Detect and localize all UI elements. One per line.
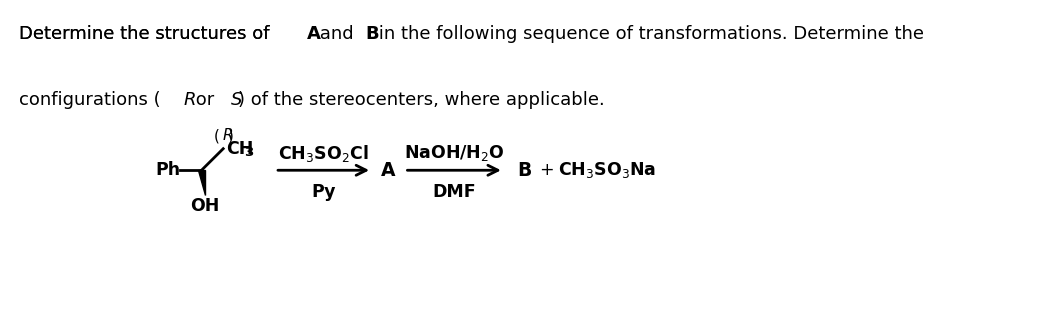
Text: Determine the structures of: Determine the structures of — [19, 25, 275, 43]
Text: A: A — [382, 161, 396, 180]
Text: 3: 3 — [245, 146, 253, 159]
Text: NaOH/H$_2$O: NaOH/H$_2$O — [404, 143, 505, 163]
Text: CH$_3$SO$_3$Na: CH$_3$SO$_3$Na — [558, 160, 657, 180]
Text: (: ( — [214, 128, 220, 143]
Text: DMF: DMF — [432, 183, 476, 201]
Text: B: B — [518, 161, 532, 180]
Text: configurations (: configurations ( — [19, 91, 160, 109]
Text: +: + — [540, 161, 554, 179]
Text: R: R — [222, 128, 233, 143]
Text: Ph: Ph — [155, 161, 180, 179]
Text: Py: Py — [311, 183, 336, 201]
Text: and: and — [314, 25, 359, 43]
Text: ): ) — [228, 128, 234, 143]
Text: B: B — [366, 25, 378, 43]
Text: Determine the structures of: Determine the structures of — [19, 25, 275, 43]
Text: CH$_3$SO$_2$Cl: CH$_3$SO$_2$Cl — [278, 143, 369, 164]
Text: R: R — [183, 91, 196, 109]
Text: in the following sequence of transformations. Determine the: in the following sequence of transformat… — [373, 25, 923, 43]
Text: ) of the stereocenters, where applicable.: ) of the stereocenters, where applicable… — [238, 91, 605, 109]
Text: S: S — [231, 91, 242, 109]
Text: A: A — [307, 25, 320, 43]
Text: OH: OH — [190, 197, 219, 215]
Polygon shape — [198, 170, 204, 195]
Text: or: or — [190, 91, 220, 109]
Text: CH: CH — [227, 140, 254, 158]
